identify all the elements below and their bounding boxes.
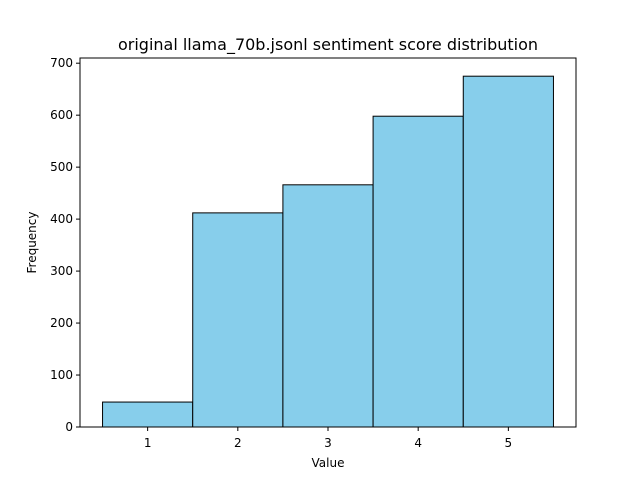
- bar-2: [192, 212, 284, 428]
- x-tick-label: 5: [505, 436, 513, 450]
- y-tick-label: 600: [50, 108, 73, 122]
- x-axis: 1 2 3 4 5: [144, 427, 512, 450]
- y-tick-label: 200: [50, 316, 73, 330]
- y-tick-label: 400: [50, 212, 73, 226]
- y-tick-label: 500: [50, 160, 73, 174]
- x-tick-label: 3: [324, 436, 332, 450]
- bar-5: [462, 75, 554, 428]
- y-tick-label: 0: [65, 420, 73, 434]
- y-tick-label: 100: [50, 368, 73, 382]
- x-tick-label: 2: [234, 436, 242, 450]
- y-axis: 0 100 200 300 400 500 600 700: [50, 56, 80, 434]
- bar-4: [372, 115, 464, 428]
- bar-1: [102, 401, 194, 428]
- chart-title: original llama_70b.jsonl sentiment score…: [118, 35, 538, 55]
- x-tick-label: 4: [414, 436, 422, 450]
- x-tick-label: 1: [144, 436, 152, 450]
- bar-3: [282, 184, 374, 428]
- y-tick-label: 700: [50, 56, 73, 70]
- y-tick-label: 300: [50, 264, 73, 278]
- y-axis-label: Frequency: [25, 212, 39, 274]
- bars-group: [102, 75, 554, 428]
- x-axis-label: Value: [312, 456, 345, 470]
- plot-area-frame: [79, 57, 577, 428]
